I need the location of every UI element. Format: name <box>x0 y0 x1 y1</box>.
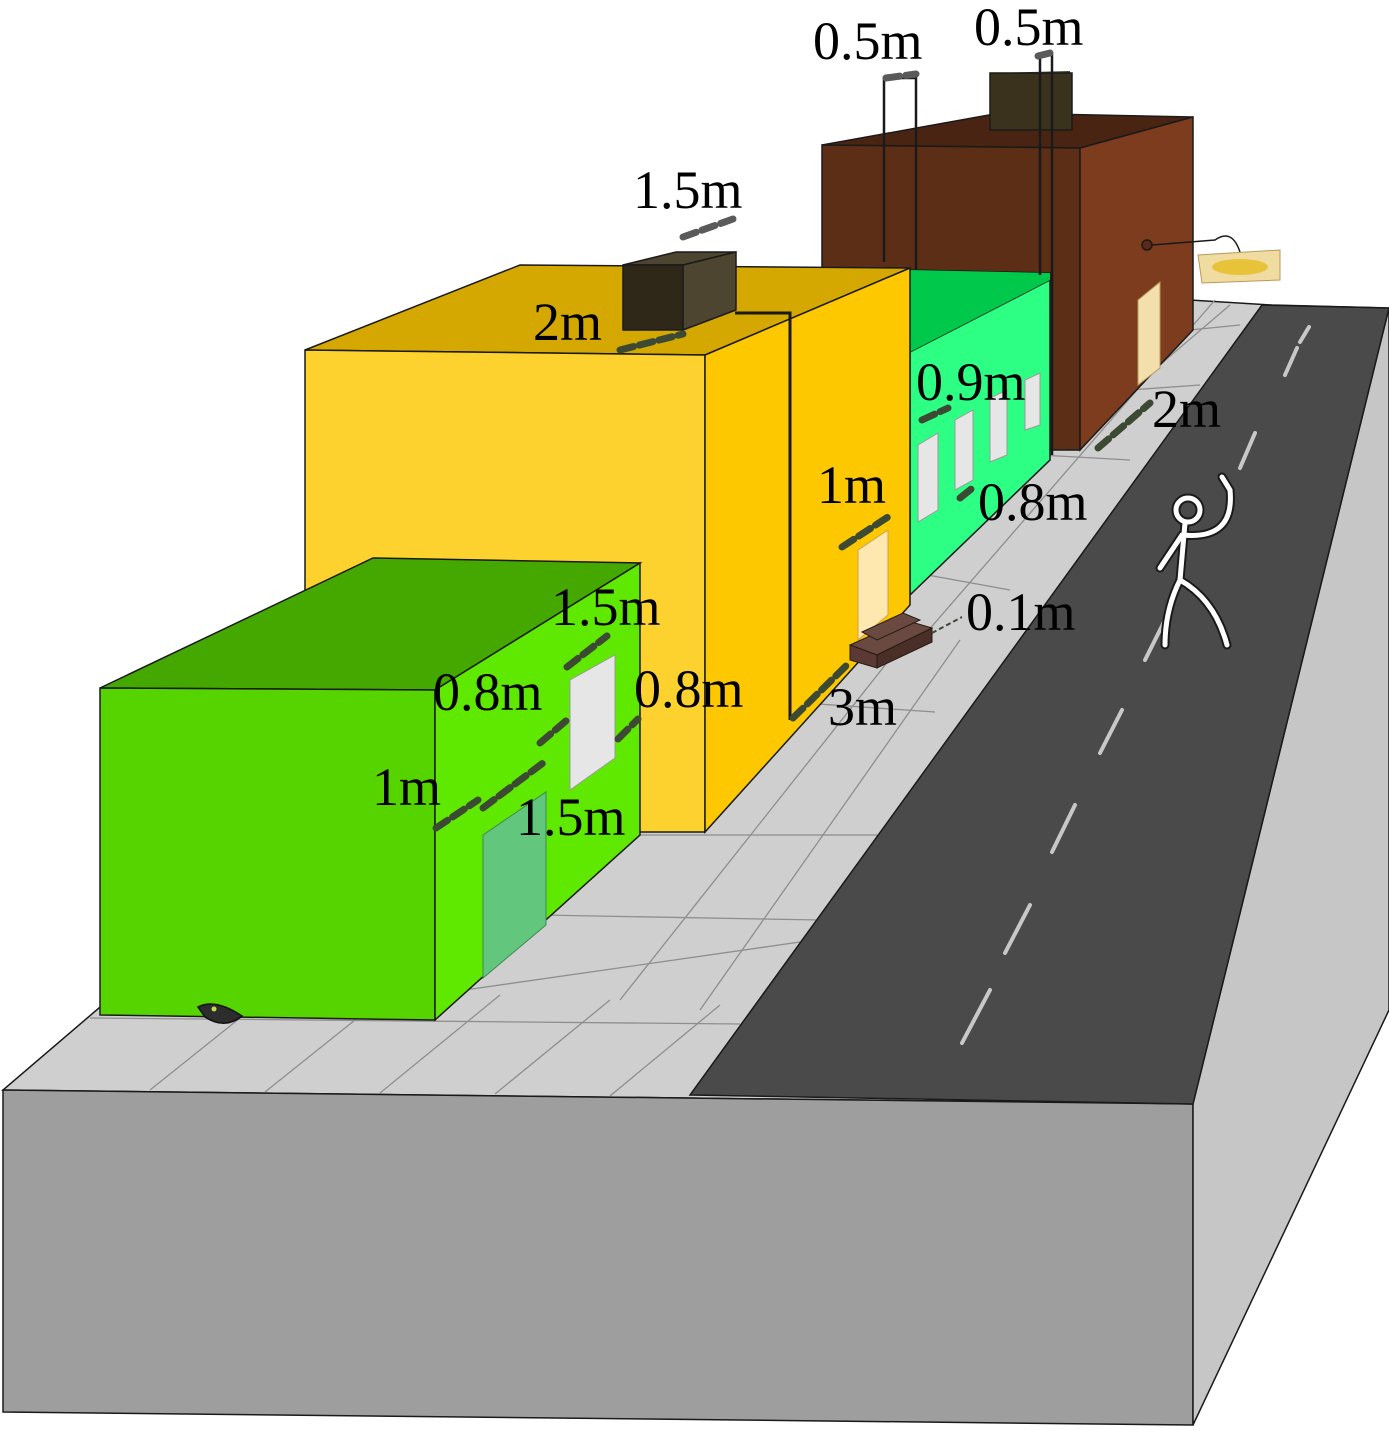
pet-bowl-icon <box>196 1003 244 1024</box>
yellow-building-drainpipe <box>735 311 792 720</box>
label-green-window-width: 0.9m <box>916 352 1026 412</box>
green-building-front <box>99 687 436 1021</box>
label-front-window-sill: 0.8m <box>433 662 543 722</box>
road-surface <box>688 304 1389 1105</box>
measure-lines <box>432 49 1154 832</box>
yellow-building-door <box>857 529 889 642</box>
ground-slab-front <box>2 1089 1194 1426</box>
brown-ac-unit <box>989 72 1073 131</box>
label-ac-length-yellow: 1.5m <box>633 160 743 220</box>
yellow-ac-unit-side <box>682 251 737 332</box>
label-step-height: 0.1m <box>966 582 1076 642</box>
label-ac-width-2: 0.5m <box>974 0 1084 57</box>
green-building-window <box>569 654 616 791</box>
label-door-width-yellow: 1m <box>817 455 886 515</box>
brown-building-side <box>1079 116 1194 452</box>
label-ac-width-1: 0.5m <box>813 11 923 71</box>
green-building-door <box>482 791 547 980</box>
yellow-ac-unit-front <box>622 264 684 331</box>
waving-person-icon <box>1155 472 1235 650</box>
label-ac-depth-yellow: 2m <box>533 292 602 352</box>
entry-steps <box>848 612 934 669</box>
bread-shop-sign-icon <box>1141 235 1281 284</box>
mint-building-windows <box>917 372 1041 523</box>
yellow-building-side <box>704 266 911 834</box>
mint-building-lip <box>910 270 1050 352</box>
label-sidewalk-gap: 3m <box>828 677 897 737</box>
label-front-window-height: 1.5m <box>551 577 661 637</box>
label-front-door-offset: 1m <box>372 757 441 817</box>
label-green-window-gap: 0.8m <box>978 472 1088 532</box>
sidewalk-tiles <box>89 299 1241 1097</box>
label-front-door-width: 1.5m <box>516 787 626 847</box>
label-front-window-width: 0.8m <box>634 659 744 719</box>
label-brown-corner-width: 2m <box>1152 379 1221 439</box>
brown-building-door <box>1137 280 1161 387</box>
